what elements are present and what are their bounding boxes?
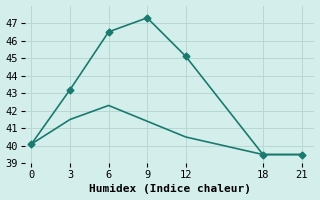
X-axis label: Humidex (Indice chaleur): Humidex (Indice chaleur) <box>89 184 251 194</box>
